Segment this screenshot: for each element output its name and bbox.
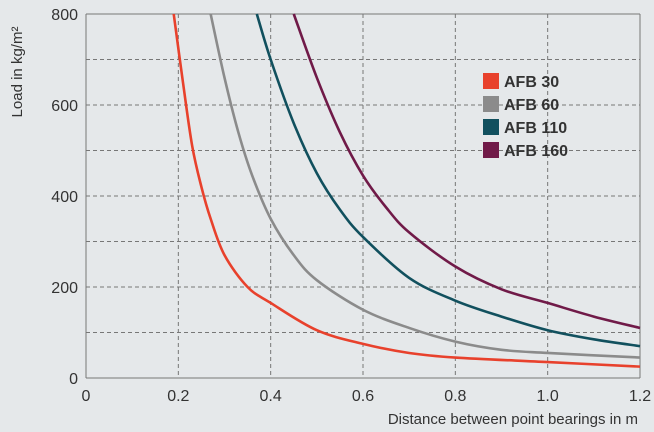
x-tick-label: 0.4 <box>260 388 282 405</box>
legend-label: AFB 110 <box>504 120 567 137</box>
x-tick-label: 0.6 <box>352 388 374 405</box>
x-tick-labels: 0 0.2 0.4 0.6 0.8 1.0 1.2 <box>82 388 652 405</box>
y-tick-labels: 0 200 400 600 800 <box>51 7 78 388</box>
x-tick-label: 0.8 <box>444 388 466 405</box>
legend-label: AFB 60 <box>504 97 559 114</box>
y-tick-label: 400 <box>51 189 78 206</box>
legend-swatch <box>483 119 499 135</box>
y-tick-label: 600 <box>51 98 78 115</box>
series-line-afb-110 <box>255 13 641 348</box>
series-line-afb-160 <box>292 13 641 330</box>
x-tick-label: 1.2 <box>629 388 651 405</box>
series-line-afb-30 <box>172 13 641 368</box>
y-tick-label: 800 <box>51 7 78 24</box>
axes <box>85 13 641 379</box>
series-line-afb-60 <box>209 13 641 359</box>
y-tick-label: 200 <box>51 280 78 297</box>
legend-label: AFB 30 <box>504 74 559 91</box>
legend-swatch <box>483 73 499 89</box>
grid-lines <box>86 14 641 378</box>
x-axis-label: Distance between point bearings in m <box>388 411 638 428</box>
x-tick-label: 1.0 <box>537 388 559 405</box>
legend-swatch <box>483 96 499 112</box>
legend: AFB 30 AFB 60 AFB 110 AFB 160 <box>483 73 568 160</box>
x-tick-label: 0.2 <box>167 388 189 405</box>
series-lines <box>172 13 641 368</box>
x-tick-label: 0 <box>82 388 91 405</box>
legend-swatch <box>483 142 499 158</box>
legend-label: AFB 160 <box>504 143 568 160</box>
y-tick-label: 0 <box>69 371 78 388</box>
y-axis-label: Load in kg/m² <box>9 27 26 118</box>
